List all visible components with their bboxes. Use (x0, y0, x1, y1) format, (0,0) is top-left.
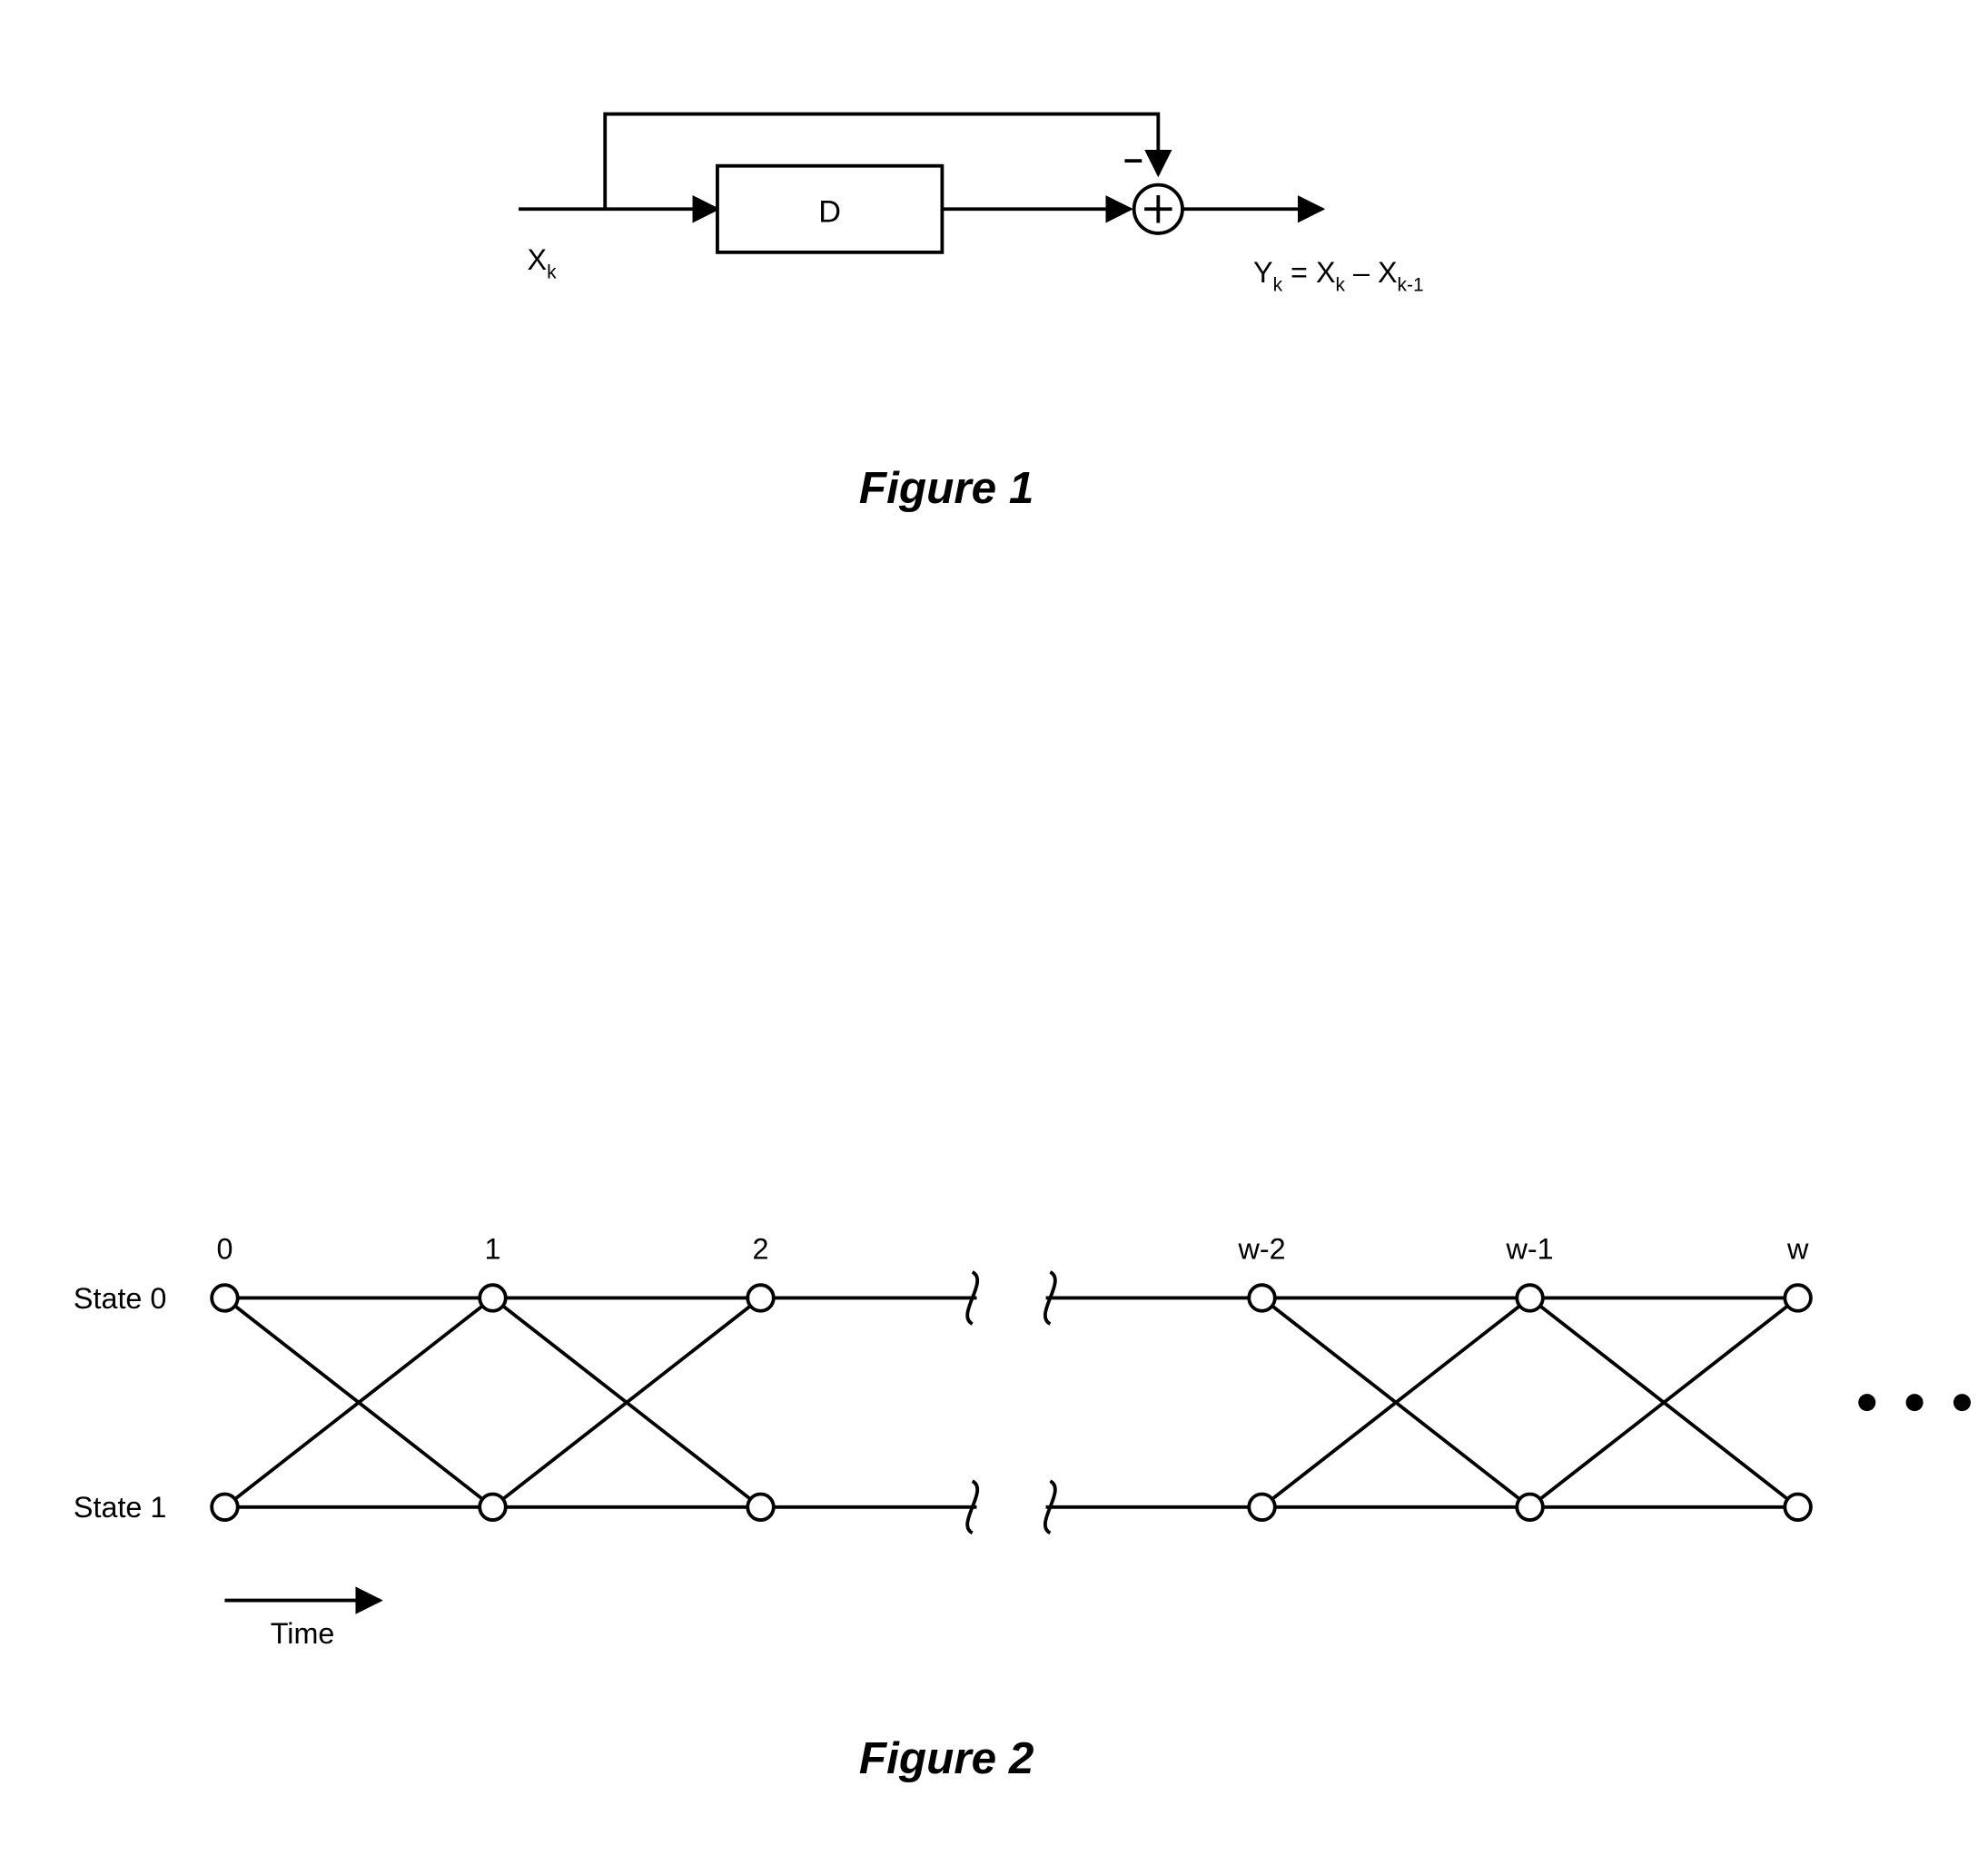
fig2-caption: Figure 2 (859, 1733, 1034, 1783)
fig1-caption: Figure 1 (859, 463, 1034, 513)
fig2-t0: 0 (216, 1233, 232, 1266)
fig2-tw: w (1786, 1233, 1809, 1266)
fig1-input-label: Xk (528, 243, 558, 283)
fig2-ellipsis (1858, 1394, 1971, 1411)
fig2-state0-label: State 0 (74, 1282, 166, 1315)
fig1-output-equation: Yk = Xk – Xk-1 (1253, 256, 1424, 296)
fig2-tw1: w-1 (1506, 1233, 1554, 1266)
figure-2: State 0 State 1 0 1 2 w-2 w-1 w (74, 1233, 1971, 1783)
figure-1: D – Xk Yk = Xk – Xk-1 Figure 1 (519, 114, 1424, 513)
fig2-t2: 2 (753, 1233, 769, 1266)
fig2-t1: 1 (484, 1233, 500, 1266)
fig1-minus-label: – (1123, 140, 1142, 178)
fig2-state1-label: State 1 (74, 1491, 166, 1524)
fig2-nodes (212, 1285, 1811, 1520)
fig2-time-label: Time (271, 1617, 335, 1650)
fig2-tw2: w-2 (1237, 1233, 1285, 1266)
fig1-delay-block-label: D (818, 195, 841, 230)
diagram-canvas: D – Xk Yk = Xk – Xk-1 Figure 1 State 0 S… (0, 0, 1988, 1860)
